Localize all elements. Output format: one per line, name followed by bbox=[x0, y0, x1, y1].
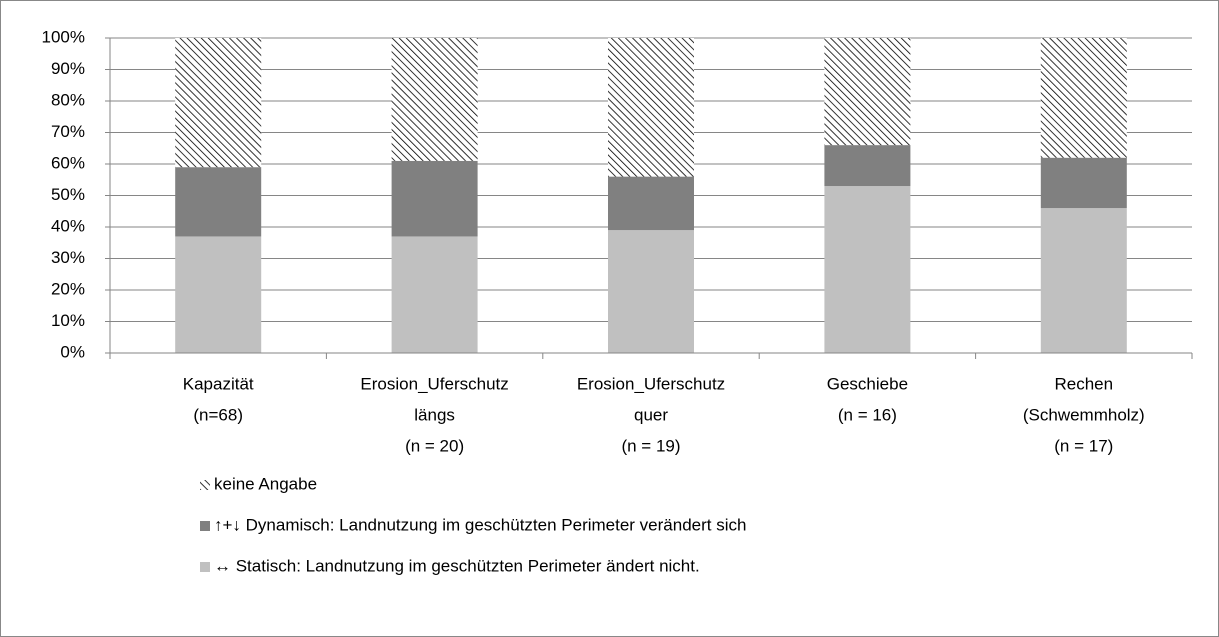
y-tick-label: 70% bbox=[51, 122, 85, 141]
legend-swatch bbox=[200, 521, 210, 531]
bar-segment bbox=[608, 176, 694, 231]
x-tick-label: (Schwemmholz) bbox=[1023, 405, 1145, 424]
y-tick-label: 50% bbox=[51, 185, 85, 204]
bar-segment bbox=[824, 186, 911, 353]
x-tick-label: (n = 20) bbox=[405, 436, 464, 455]
bar-segment bbox=[824, 38, 911, 146]
y-tick-label: 60% bbox=[51, 153, 85, 172]
y-tick-label: 100% bbox=[42, 27, 85, 46]
y-tick-label: 80% bbox=[51, 90, 85, 109]
legend-label: ↔ Statisch: Landnutzung im geschützten P… bbox=[214, 556, 700, 575]
bar-segment bbox=[1040, 38, 1127, 158]
bar-segment bbox=[1040, 208, 1127, 353]
bar-segment bbox=[175, 38, 262, 168]
y-tick-label: 20% bbox=[51, 279, 85, 298]
y-tick-label: 30% bbox=[51, 248, 85, 267]
x-tick-label: (n=68) bbox=[193, 405, 243, 424]
x-tick-label: Erosion_Uferschutz bbox=[360, 374, 508, 393]
x-tick-label: (n = 16) bbox=[838, 405, 897, 424]
y-tick-label: 10% bbox=[51, 311, 85, 330]
y-tick-label: 0% bbox=[60, 342, 85, 361]
legend-swatch bbox=[200, 562, 210, 572]
legend-label: ↑+↓ Dynamisch: Landnutzung im geschützte… bbox=[214, 515, 746, 534]
bar-segment bbox=[175, 167, 262, 237]
legend-swatch bbox=[200, 480, 210, 490]
bar-segment bbox=[824, 145, 911, 187]
bar-segment bbox=[391, 160, 478, 237]
bar-segment bbox=[608, 38, 694, 177]
x-tick-label: Kapazität bbox=[183, 374, 254, 393]
bar-segment bbox=[175, 236, 262, 353]
bar-segment bbox=[1040, 157, 1127, 209]
x-tick-label: Rechen bbox=[1054, 374, 1113, 393]
y-tick-label: 90% bbox=[51, 59, 85, 78]
x-tick-label: quer bbox=[634, 405, 668, 424]
bar-segment bbox=[391, 236, 478, 353]
bar-segment bbox=[391, 38, 478, 161]
x-tick-label: Geschiebe bbox=[827, 374, 908, 393]
x-tick-label: Erosion_Uferschutz bbox=[577, 374, 725, 393]
x-tick-label: (n = 17) bbox=[1054, 436, 1113, 455]
bar-segment bbox=[608, 230, 694, 353]
x-tick-label: (n = 19) bbox=[621, 436, 680, 455]
y-tick-label: 40% bbox=[51, 216, 85, 235]
x-tick-label: längs bbox=[414, 405, 455, 424]
legend-label: keine Angabe bbox=[214, 474, 317, 493]
